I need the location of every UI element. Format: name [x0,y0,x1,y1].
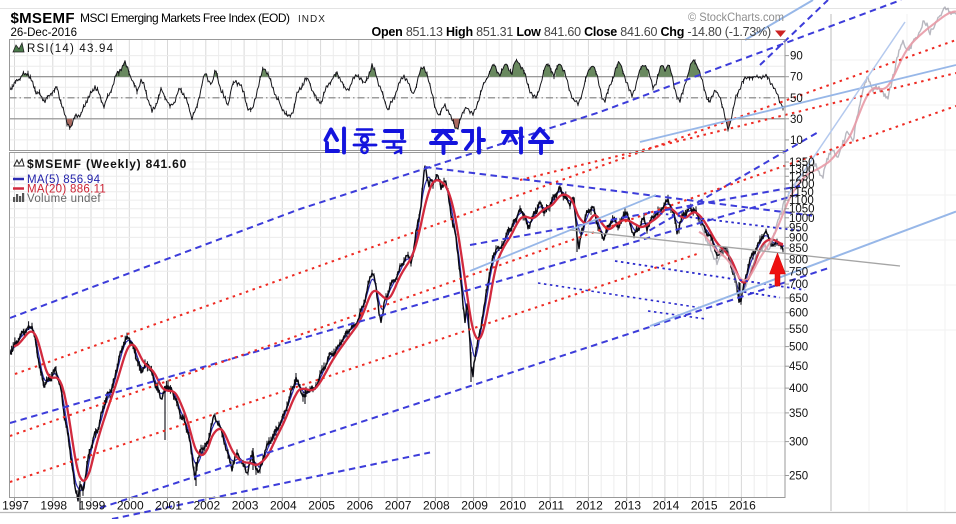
svg-text:2009: 2009 [461,499,488,513]
svg-text:950: 950 [789,222,808,234]
svg-text:1999: 1999 [79,499,106,513]
svg-text:1350: 1350 [789,157,815,169]
svg-text:300: 300 [789,437,808,449]
svg-text:400: 400 [789,383,808,395]
svg-text:2011: 2011 [538,499,564,513]
svg-text:500: 500 [789,342,808,354]
svg-text:650: 650 [789,293,808,305]
svg-text:70: 70 [790,72,803,84]
svg-text:2015: 2015 [691,499,718,513]
svg-text:800: 800 [789,254,808,266]
svg-text:1250: 1250 [789,171,815,183]
svg-text:INDX: INDX [298,14,326,25]
svg-text:550: 550 [789,324,808,336]
svg-text:2010: 2010 [500,499,527,513]
svg-text:1200: 1200 [789,179,815,191]
svg-text:2012: 2012 [576,499,603,513]
svg-text:Open 851.13 High 851.31 Low 84: Open 851.13 High 851.31 Low 841.60 Close… [372,25,771,39]
svg-text:1100: 1100 [789,195,814,207]
svg-text:26-Dec-2016: 26-Dec-2016 [11,27,77,39]
svg-text:900: 900 [789,232,808,244]
svg-text:2004: 2004 [270,499,297,513]
svg-text:600: 600 [789,308,808,320]
svg-text:Volume undef: Volume undef [27,193,101,205]
svg-text:10: 10 [790,135,803,147]
svg-text:350: 350 [789,408,808,420]
svg-text:RSI(14) 43.94: RSI(14) 43.94 [27,43,114,55]
svg-text:1997: 1997 [2,499,29,513]
svg-text:2002: 2002 [193,499,220,513]
svg-text:2003: 2003 [232,499,259,513]
svg-text:1300: 1300 [789,164,815,176]
svg-text:2007: 2007 [385,499,412,513]
svg-text:750: 750 [789,266,808,278]
svg-text:$MSEMF: $MSEMF [11,10,75,27]
svg-text:2006: 2006 [346,499,373,513]
svg-text:2013: 2013 [614,499,641,513]
svg-text:MA(20) 886.11: MA(20) 886.11 [27,184,106,196]
svg-text:700: 700 [789,279,808,291]
svg-text:MA(5) 856.94: MA(5) 856.94 [27,174,101,186]
svg-text:2008: 2008 [423,499,450,513]
svg-text:© StockCharts.com: © StockCharts.com [688,10,784,24]
svg-text:2005: 2005 [308,499,335,513]
svg-text:2000: 2000 [117,499,144,513]
svg-text:50: 50 [790,93,803,105]
svg-text:$MSEMF (Weekly) 841.60: $MSEMF (Weekly) 841.60 [27,157,187,171]
svg-text:450: 450 [789,361,808,373]
svg-text:2016: 2016 [729,499,756,513]
svg-text:MSCI Emerging Markets Free Ind: MSCI Emerging Markets Free Index (EOD) [80,11,290,25]
svg-text:90: 90 [790,51,803,63]
svg-text:30: 30 [790,114,803,126]
svg-text:2001: 2001 [155,499,182,513]
svg-text:1050: 1050 [789,204,815,216]
svg-text:2014: 2014 [653,499,680,513]
svg-text:850: 850 [789,243,808,255]
svg-text:250: 250 [789,470,808,482]
svg-text:1150: 1150 [789,187,814,199]
svg-text:1000: 1000 [789,213,815,225]
svg-text:1998: 1998 [40,499,67,513]
